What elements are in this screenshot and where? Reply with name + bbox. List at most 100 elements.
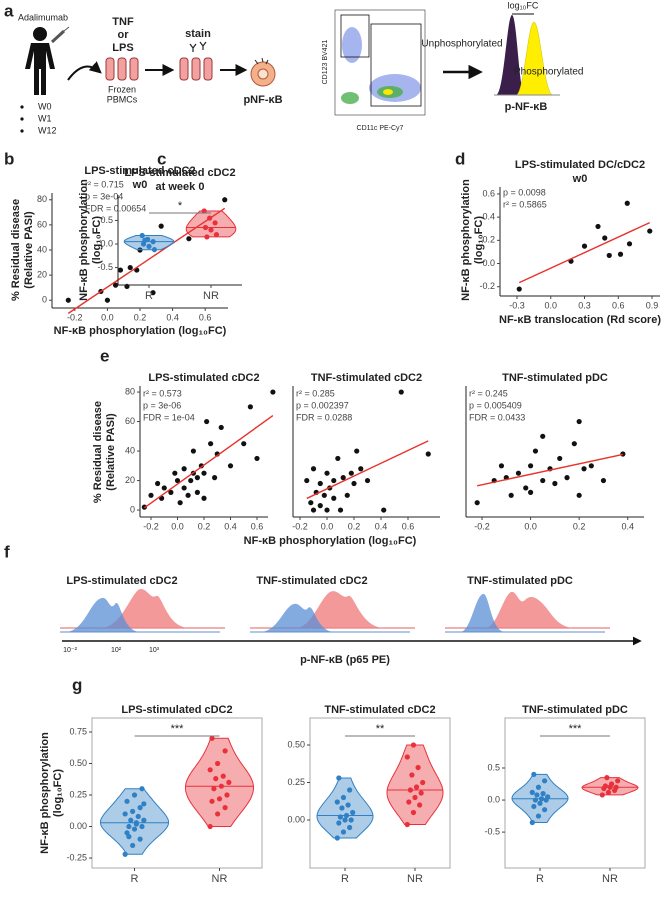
data-point <box>350 809 356 816</box>
arrow <box>67 61 102 81</box>
significance-label: ** <box>376 723 385 735</box>
data-point <box>527 489 534 495</box>
data-point <box>213 231 220 238</box>
data-point <box>216 796 223 802</box>
data-point <box>534 792 540 798</box>
data-point <box>529 789 535 795</box>
data-point <box>415 764 421 771</box>
data-point <box>425 451 431 457</box>
data-point <box>404 754 410 760</box>
y-axis-label: NF-κB phosphorylation <box>460 179 472 301</box>
data-point <box>624 200 630 206</box>
x-axis-label: NF-κB phosphorylation (log₁₀FC) <box>54 325 227 337</box>
chart-title: w0 <box>132 179 148 191</box>
data-point <box>532 448 539 454</box>
x-tick-label: -0.2 <box>292 521 308 531</box>
stat-annotation: p = 3e-06 <box>143 400 181 410</box>
x-tick-label: 0.2 <box>198 521 211 531</box>
panel-label: b <box>4 149 14 168</box>
data-point <box>410 742 417 748</box>
data-point <box>139 232 145 239</box>
data-point <box>344 492 350 498</box>
data-point <box>412 794 418 801</box>
data-point <box>141 817 147 823</box>
data-point <box>117 267 124 273</box>
data-point <box>188 477 194 484</box>
y-tick-label: 80 <box>125 386 135 396</box>
y-tick-label: 0.5 <box>487 762 500 772</box>
data-point <box>137 836 143 842</box>
data-point <box>131 826 138 832</box>
panel-label: f <box>4 542 10 561</box>
stat-annotation: r² = 0.285 <box>296 388 335 398</box>
data-point <box>201 470 207 476</box>
x-tick-label: 0.6 <box>612 300 625 310</box>
y-tick-label: 20 <box>125 475 135 485</box>
y-axis-label: NF-κB phosphorylation <box>78 179 90 301</box>
data-point <box>208 441 214 447</box>
histogram-tick: 10³ <box>149 647 160 654</box>
data-point <box>209 735 215 741</box>
tubes <box>179 57 213 81</box>
data-point <box>124 798 130 804</box>
histogram-title: LPS-stimulated cDC2 <box>66 575 177 587</box>
data-point <box>564 475 570 481</box>
data-point <box>139 786 145 792</box>
regression-line <box>143 415 274 509</box>
chart-title: LPS-stimulated cDC2 <box>121 704 232 716</box>
histogram-tick: 10² <box>111 647 122 654</box>
data-point <box>161 485 167 491</box>
data-point <box>215 760 221 767</box>
data-point <box>334 835 340 841</box>
histogram-title: TNF-stimulated pDC <box>467 575 573 587</box>
data-point <box>227 463 234 469</box>
x-tick-label: 0.0 <box>321 521 334 531</box>
x-tick-label: 0.3 <box>578 300 591 310</box>
data-point <box>104 297 111 303</box>
data-point <box>542 778 548 784</box>
data-point <box>588 463 594 469</box>
data-point <box>516 286 522 292</box>
data-point <box>310 507 317 513</box>
y-tick-label: 80 <box>37 194 47 204</box>
stimulus: TNF <box>112 16 134 28</box>
data-point <box>600 477 607 484</box>
data-point <box>398 389 404 395</box>
histogram-group <box>250 591 415 633</box>
data-point <box>207 823 213 830</box>
chart-title: w0 <box>572 173 588 185</box>
panel-border <box>309 717 451 869</box>
x-axis-label: NF-κB translocation (Rd score) <box>499 314 661 326</box>
regression-line <box>306 440 429 500</box>
panel-label: g <box>72 675 82 694</box>
data-point <box>139 823 145 830</box>
data-point <box>201 495 207 501</box>
x-tick-label: -0.2 <box>143 521 159 531</box>
data-point <box>304 477 310 484</box>
data-point <box>557 455 563 462</box>
data-point <box>135 813 141 820</box>
data-point <box>358 466 364 472</box>
data-point <box>347 824 353 831</box>
data-point <box>155 480 161 487</box>
data-point <box>127 264 133 271</box>
data-point <box>126 834 132 840</box>
data-point <box>337 814 343 820</box>
y-tick-label: 20 <box>37 269 47 279</box>
data-point <box>343 812 350 819</box>
data-point <box>128 817 134 823</box>
stat-annotation: p = 0.005409 <box>469 400 522 410</box>
y-tick-label: 0.75 <box>69 726 87 736</box>
flow-histogram <box>494 13 560 96</box>
data-point <box>540 477 546 484</box>
data-point <box>308 500 314 506</box>
violin <box>316 777 374 839</box>
y-tick-label: 40 <box>37 244 47 254</box>
stimulus: LPS <box>112 42 133 54</box>
x-tick-label: 0.4 <box>621 521 634 531</box>
y-tick-label: 0.50 <box>69 758 87 768</box>
x-tick-label: R <box>145 290 153 302</box>
chart-title: TNF-stimulated cDC2 <box>311 372 422 384</box>
data-point <box>204 234 210 240</box>
data-point <box>209 798 215 804</box>
